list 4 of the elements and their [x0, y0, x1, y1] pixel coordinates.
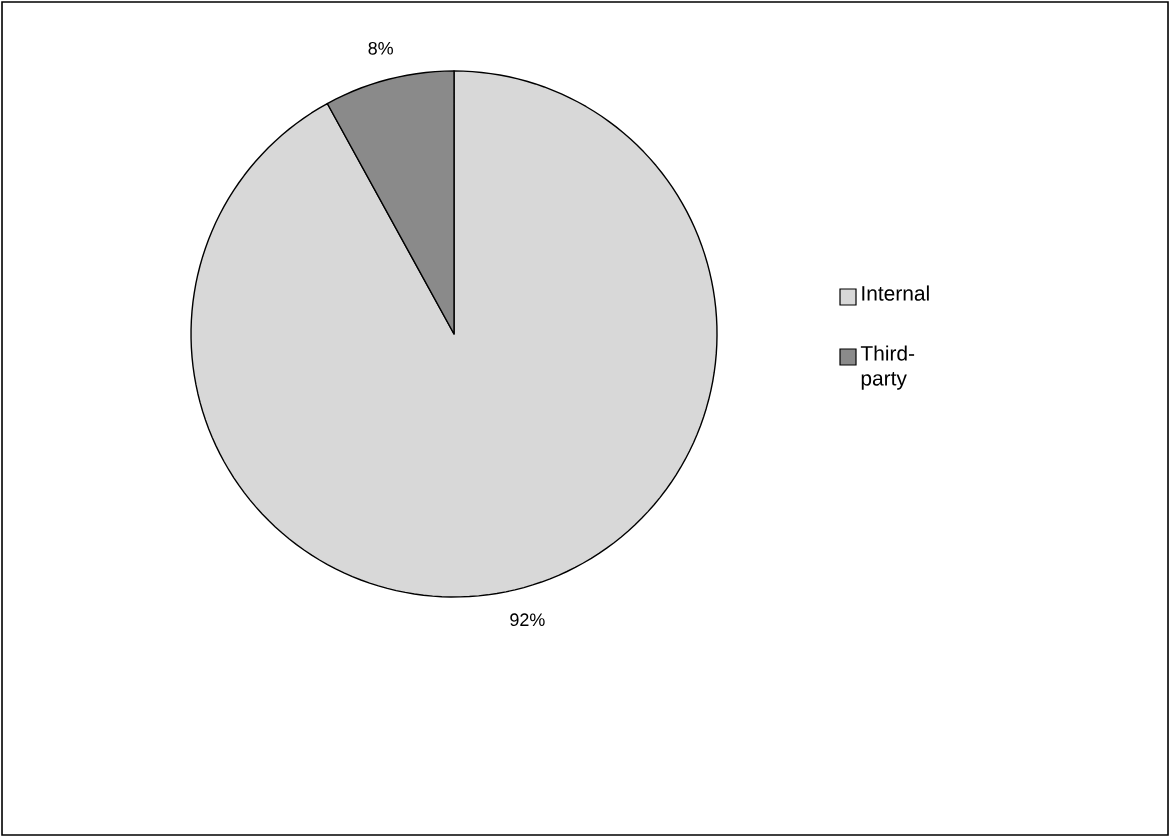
legend-label: Internal — [862, 285, 929, 301]
data-label: 8% — [368, 41, 393, 55]
data-label: 92% — [510, 613, 545, 627]
legend-label: Third-party — [860, 345, 915, 390]
